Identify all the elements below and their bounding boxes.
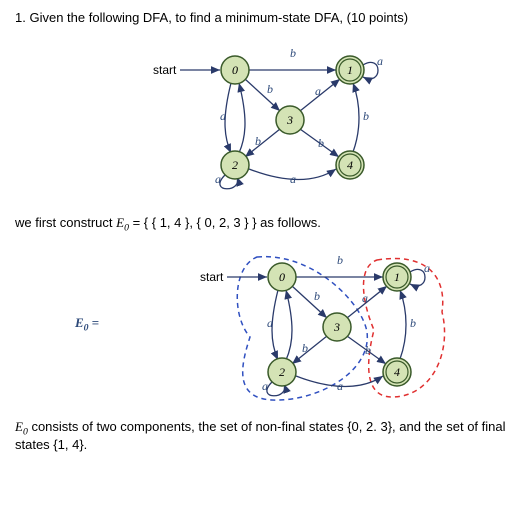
E-sym2: E	[75, 315, 84, 330]
svg-text:b: b	[255, 134, 261, 148]
svg-text:a: a	[267, 316, 273, 330]
dfa-svg-2: start b a a b a b b a b a 0 1 2 3 4	[162, 242, 462, 407]
svg-text:a: a	[220, 109, 226, 123]
footer-line: E0 consists of two components, the set o…	[15, 419, 515, 453]
question-number: 1.	[15, 10, 26, 25]
svg-text:b: b	[314, 289, 320, 303]
svg-text:a: a	[315, 84, 321, 98]
partition-construct-line: we first construct E0 = { { 1, 4 }, { 0,…	[15, 215, 515, 234]
svg-text:b: b	[318, 136, 324, 150]
question-line: 1. Given the following DFA, to find a mi…	[15, 10, 515, 25]
partition-diagram-row: E0 = start b a a b a b b a b a 0 1 2 3 4	[75, 242, 515, 407]
footer-text: consists of two components, the set of n…	[15, 419, 506, 453]
svg-text:b: b	[290, 46, 296, 60]
svg-text:start: start	[153, 63, 177, 77]
svg-text:start: start	[200, 270, 224, 284]
svg-text:a: a	[337, 379, 343, 393]
svg-text:a: a	[262, 379, 268, 393]
svg-text:b: b	[302, 341, 308, 355]
svg-text:4: 4	[347, 158, 353, 172]
svg-text:b: b	[365, 343, 371, 357]
dfa-diagram-1: start b a a b a b b a b a 0 1 2 3 4	[15, 35, 515, 200]
svg-text:a: a	[362, 291, 368, 305]
text-frag: we first construct	[15, 215, 116, 230]
svg-text:0: 0	[232, 63, 238, 77]
svg-text:a: a	[424, 261, 430, 275]
svg-text:a: a	[215, 172, 221, 186]
svg-text:4: 4	[394, 365, 400, 379]
E-sym3: E	[15, 419, 23, 434]
svg-text:3: 3	[286, 113, 293, 127]
svg-text:b: b	[337, 253, 343, 267]
svg-text:a: a	[290, 172, 296, 186]
svg-text:b: b	[363, 109, 369, 123]
dfa-svg-1: start b a a b a b b a b a 0 1 2 3 4	[115, 35, 415, 200]
question-text: Given the following DFA, to find a minim…	[29, 10, 408, 25]
eq-sign: =	[89, 315, 100, 330]
svg-text:1: 1	[347, 63, 353, 77]
E0-equals-label: E0 =	[75, 315, 99, 334]
svg-text:a: a	[377, 54, 383, 68]
svg-text:0: 0	[279, 270, 285, 284]
svg-text:2: 2	[232, 158, 238, 172]
svg-text:b: b	[267, 82, 273, 96]
text-frag2: = { { 1, 4 }, { 0, 2, 3 } } as follows.	[129, 215, 321, 230]
E-sym: E	[116, 215, 124, 230]
svg-text:3: 3	[333, 320, 340, 334]
svg-text:b: b	[410, 316, 416, 330]
svg-text:2: 2	[279, 365, 285, 379]
svg-text:1: 1	[394, 270, 400, 284]
